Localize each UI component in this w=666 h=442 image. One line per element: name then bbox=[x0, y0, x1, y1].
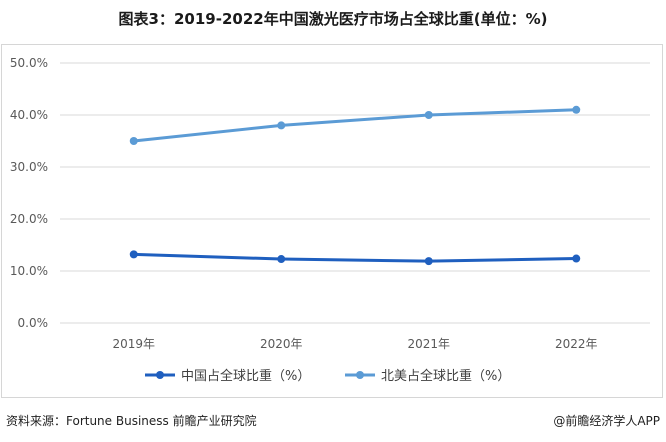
series-line-1 bbox=[132, 108, 578, 143]
legend-marker bbox=[156, 371, 164, 379]
data-point bbox=[572, 254, 581, 263]
data-point bbox=[129, 250, 138, 259]
x-tick-label: 2020年 bbox=[260, 337, 303, 351]
y-tick-label: 40.0% bbox=[10, 108, 48, 122]
series-layer bbox=[129, 105, 581, 266]
credit-note: @前瞻经济学人APP bbox=[553, 414, 660, 428]
chart-title: 图表3：2019-2022年中国激光医疗市场占全球比重(单位：%) bbox=[118, 10, 548, 28]
y-tick-label: 30.0% bbox=[10, 160, 48, 174]
data-point bbox=[277, 255, 286, 264]
legend: 中国占全球比重（%） 北美占全球比重（%） bbox=[145, 368, 510, 384]
source-note: 资料来源：Fortune Business 前瞻产业研究院 bbox=[6, 414, 257, 428]
series-line-0 bbox=[132, 252, 578, 263]
x-tick-label: 2021年 bbox=[407, 337, 450, 351]
y-tick-label: 50.0% bbox=[10, 56, 48, 70]
y-tick-label: 20.0% bbox=[10, 212, 48, 226]
y-tick-label: 10.0% bbox=[10, 264, 48, 278]
y-tick-label: 0.0% bbox=[18, 316, 49, 330]
data-point bbox=[277, 121, 286, 130]
data-point bbox=[424, 111, 433, 119]
legend-label: 中国占全球比重（%） bbox=[181, 368, 310, 384]
data-point bbox=[572, 105, 581, 114]
x-tick-label: 2022年 bbox=[555, 337, 598, 351]
chart-frame bbox=[1, 44, 663, 398]
x-tick-label: 2019年 bbox=[112, 337, 155, 351]
data-point bbox=[129, 137, 138, 145]
legend-marker bbox=[356, 371, 364, 379]
grid-lines bbox=[60, 62, 650, 324]
x-axis: 2019年 2020年 2021年 2022年 bbox=[112, 337, 597, 351]
y-axis: 0.0% 10.0% 20.0% 30.0% 40.0% 50.0% bbox=[10, 56, 48, 330]
data-point bbox=[424, 257, 433, 266]
legend-label: 北美占全球比重（%） bbox=[381, 368, 510, 384]
